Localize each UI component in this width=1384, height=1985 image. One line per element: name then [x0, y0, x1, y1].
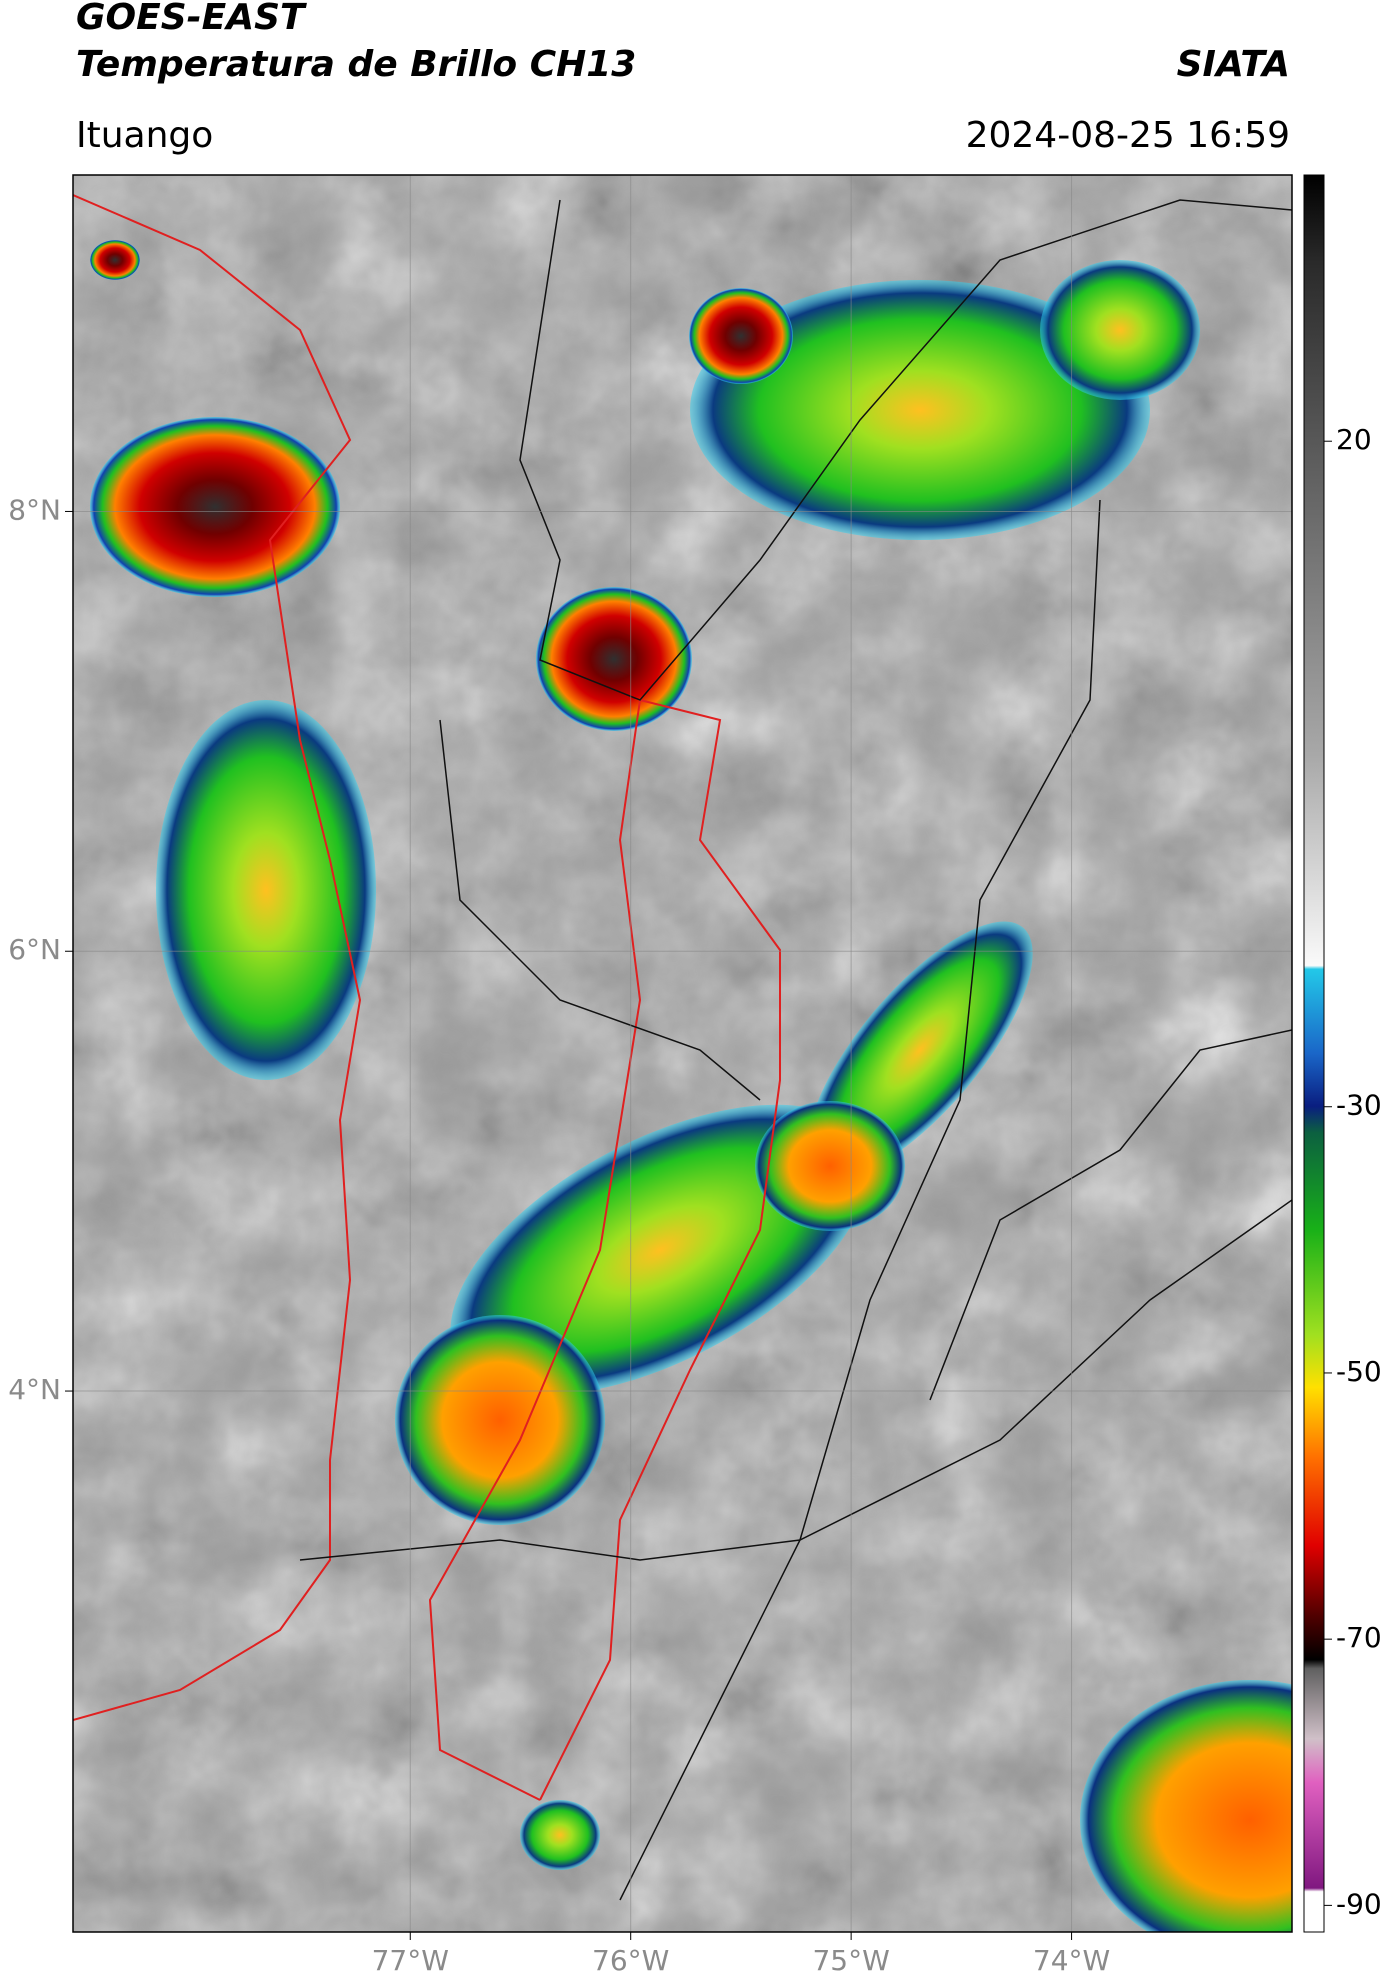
y-tick-label: 4°N: [8, 1373, 61, 1406]
map-image: [73, 175, 1292, 1932]
subtitle: Temperatura de Brillo CH13: [76, 44, 636, 85]
x-tick-label: 77°W: [372, 1944, 449, 1977]
y-tick-label: 6°N: [8, 933, 61, 966]
colorbar-label: -30: [1336, 1089, 1382, 1122]
y-tick-label: 8°N: [8, 493, 61, 526]
colorbar-label: -90: [1336, 1887, 1382, 1920]
x-tick-label: 75°W: [812, 1944, 889, 1977]
map-frame: [72, 174, 1293, 1933]
colorbar-label: 20: [1336, 423, 1372, 456]
location: Ituango: [76, 115, 213, 156]
x-tick-label: 76°W: [592, 1944, 669, 1977]
datetime: 2024-08-25 16:59: [966, 115, 1290, 156]
colorbar-label: -50: [1336, 1355, 1382, 1388]
colorbar: [1303, 174, 1325, 1933]
title: GOES-EAST: [76, 0, 307, 38]
brand: SIATA: [1177, 44, 1290, 85]
colorbar-label: -70: [1336, 1621, 1382, 1654]
x-tick-label: 74°W: [1033, 1944, 1110, 1977]
